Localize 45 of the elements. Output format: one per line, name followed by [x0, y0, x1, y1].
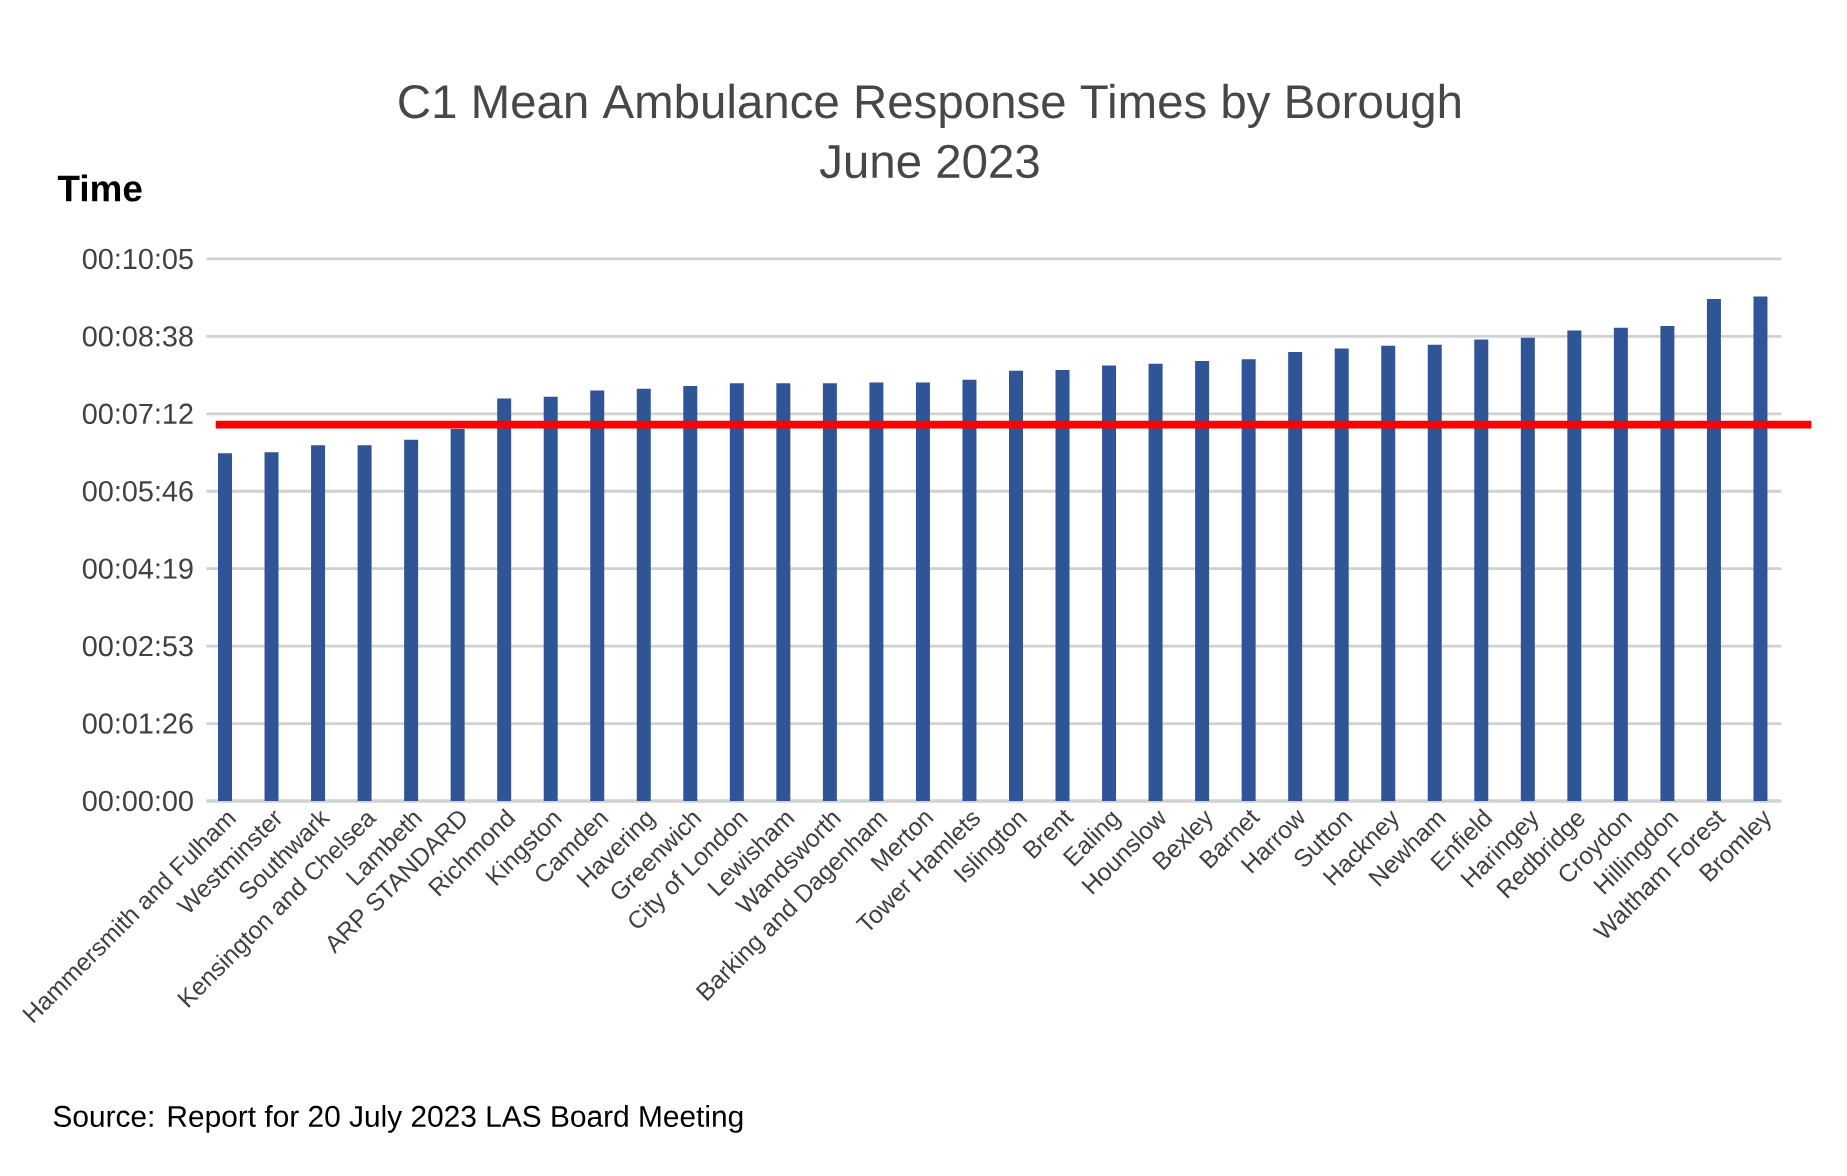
y-tick-label: 00:04:19 — [82, 558, 193, 579]
bar — [1660, 326, 1675, 801]
bar — [1241, 359, 1256, 801]
bar — [729, 383, 744, 801]
chart-title: C1 Mean Ambulance Response Times by Borough June 2023 — [399, 83, 1460, 179]
y-tick-label: 00:10:05 — [82, 248, 193, 270]
bar — [822, 383, 837, 801]
bar — [218, 453, 233, 801]
bar — [497, 398, 512, 801]
bar — [1520, 337, 1535, 801]
bar — [636, 388, 651, 801]
y-axis-title: Time — [57, 174, 142, 202]
y-tick-label: 00:01:26 — [82, 713, 193, 734]
bar — [1102, 365, 1117, 801]
bar — [1753, 296, 1768, 801]
bar — [450, 429, 465, 801]
bar — [915, 382, 930, 801]
y-tick-label: 00:00:00 — [82, 790, 193, 812]
bar — [1474, 339, 1489, 801]
bar — [1195, 360, 1210, 801]
y-tick-label: 00:02:53 — [82, 635, 193, 657]
bar — [1567, 330, 1582, 801]
bar — [1055, 369, 1070, 801]
bar — [776, 383, 791, 801]
bar — [1427, 344, 1442, 801]
bar — [1334, 348, 1349, 801]
bar — [1613, 327, 1628, 801]
bar — [264, 452, 279, 801]
bar — [543, 396, 558, 801]
bar — [1381, 345, 1396, 801]
bar — [683, 386, 698, 801]
bar — [869, 382, 884, 801]
y-tick-label: 00:08:38 — [82, 326, 193, 347]
bar — [357, 445, 372, 801]
bar — [1148, 363, 1163, 801]
bar — [962, 379, 977, 801]
bar — [590, 390, 605, 801]
y-tick-label: 00:05:46 — [82, 481, 193, 502]
bar — [311, 445, 326, 801]
bar — [1706, 299, 1721, 801]
y-tick-label: 00:07:12 — [82, 403, 193, 425]
bar — [1009, 370, 1023, 801]
bar — [404, 439, 419, 801]
bar — [1288, 352, 1303, 801]
source-note: Source: Report for 20 July 2023 LAS Board Meeting — [53, 1105, 743, 1133]
